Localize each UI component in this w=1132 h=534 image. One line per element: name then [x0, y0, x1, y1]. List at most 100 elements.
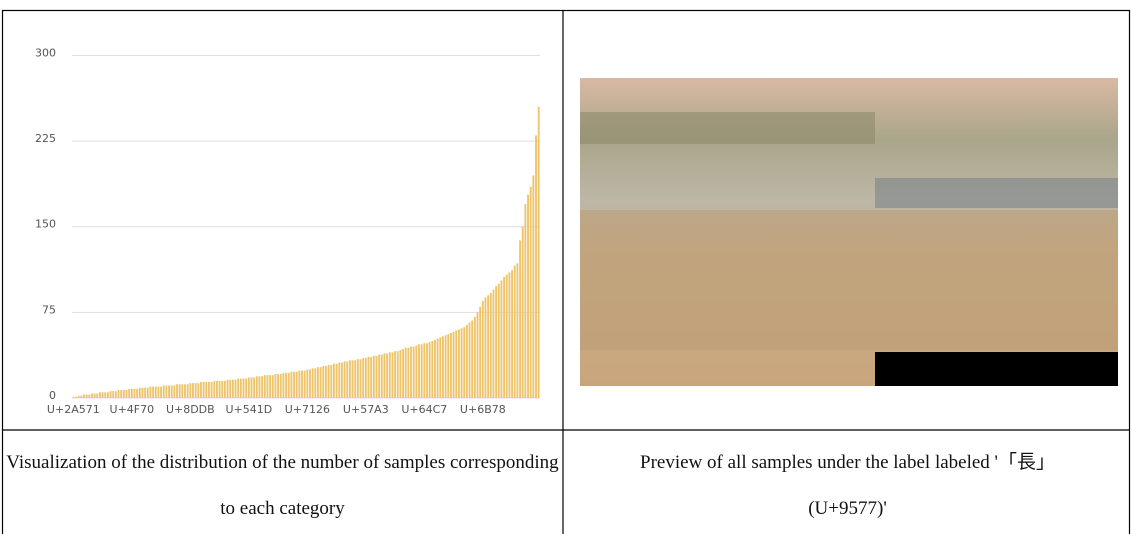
bar — [333, 364, 335, 398]
bar — [173, 385, 175, 398]
bar — [115, 391, 117, 398]
bar — [219, 381, 221, 398]
bar — [83, 395, 85, 398]
bar — [157, 387, 159, 398]
bar — [272, 375, 274, 398]
bar — [447, 334, 449, 398]
bar — [485, 298, 487, 398]
bar — [253, 377, 255, 398]
bar — [293, 372, 295, 398]
bar — [437, 339, 439, 398]
bar — [120, 390, 122, 398]
bar — [147, 388, 149, 398]
bar — [524, 204, 526, 398]
bar — [322, 366, 324, 398]
bar — [362, 358, 364, 398]
bar — [139, 388, 141, 398]
bar — [304, 371, 306, 398]
x-tick-label: U+7126 — [285, 403, 330, 416]
bar — [397, 351, 399, 398]
bar — [110, 391, 112, 398]
x-tick-label: U+8DDB — [166, 403, 215, 416]
bar — [274, 374, 276, 398]
bar — [298, 371, 300, 398]
x-tick-label: U+64C7 — [401, 403, 447, 416]
bar — [479, 307, 481, 398]
bar — [431, 341, 433, 398]
bar — [421, 344, 423, 398]
bar — [75, 397, 77, 398]
bar — [442, 336, 444, 398]
bar — [338, 363, 340, 398]
bar — [104, 392, 106, 398]
y-tick-label: 150 — [35, 218, 56, 231]
bar — [232, 380, 234, 398]
y-tick-label: 300 — [35, 46, 56, 59]
bar — [171, 385, 173, 398]
bar — [458, 329, 460, 398]
bar — [128, 389, 130, 398]
bar — [493, 290, 495, 398]
bar — [461, 328, 463, 398]
bar — [354, 360, 356, 398]
bar — [519, 240, 521, 398]
y-tick-label: 225 — [35, 132, 56, 145]
bar — [463, 327, 465, 398]
bar — [407, 348, 409, 398]
bar — [288, 373, 290, 398]
bar — [245, 379, 247, 398]
bar — [189, 383, 191, 398]
bar — [78, 396, 80, 398]
bar — [312, 368, 314, 398]
bar — [357, 359, 359, 398]
bar — [150, 387, 152, 398]
bar — [477, 312, 479, 398]
bar — [466, 325, 468, 398]
bar — [309, 369, 311, 398]
bar — [495, 286, 497, 398]
bar — [455, 331, 457, 398]
bar — [282, 373, 284, 398]
bar — [168, 385, 170, 398]
bar — [179, 384, 181, 398]
bar — [360, 359, 362, 398]
y-tick-label: 0 — [49, 389, 56, 402]
bar — [394, 351, 396, 398]
bar — [346, 361, 348, 398]
bar — [192, 383, 194, 398]
bar — [203, 382, 205, 398]
bar — [240, 379, 242, 398]
bar — [423, 343, 425, 398]
bar — [144, 388, 146, 398]
bar — [352, 360, 354, 398]
bar — [328, 365, 330, 398]
bar — [80, 396, 82, 398]
bar — [290, 372, 292, 398]
bar — [224, 381, 226, 398]
bar — [415, 345, 417, 398]
bar — [320, 367, 322, 398]
y-tick-label: 75 — [42, 303, 56, 316]
bar — [205, 382, 207, 398]
bar — [96, 393, 98, 398]
bar — [184, 384, 186, 398]
bar — [434, 340, 436, 398]
bar — [229, 380, 231, 398]
bar — [336, 364, 338, 398]
bar — [264, 375, 266, 398]
bar — [99, 392, 101, 398]
bar — [325, 366, 327, 398]
bar — [376, 356, 378, 398]
bar — [453, 332, 455, 398]
bar — [131, 389, 133, 398]
bar — [259, 376, 261, 398]
bar — [474, 317, 476, 398]
bar — [378, 355, 380, 398]
left-caption: Visualization of the distribution of the… — [2, 440, 563, 532]
bar — [314, 368, 316, 398]
bar — [410, 347, 412, 398]
bar — [418, 344, 420, 398]
bar — [402, 349, 404, 398]
bar — [538, 107, 540, 398]
bar — [134, 389, 136, 398]
